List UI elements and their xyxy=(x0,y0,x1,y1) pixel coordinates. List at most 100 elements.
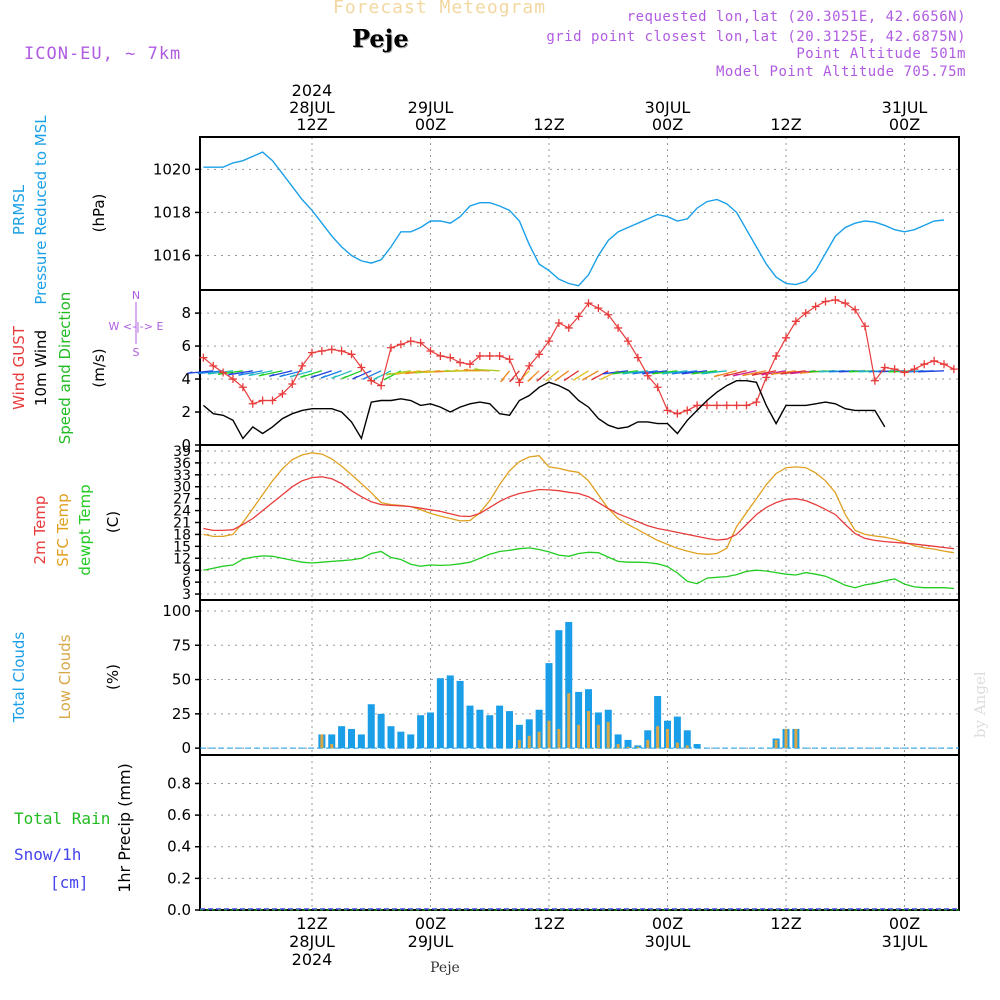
y-tick-label: 2 xyxy=(181,403,191,421)
gust-marker xyxy=(456,358,465,367)
total-cloud-bar xyxy=(486,715,494,749)
wind-arrow-head xyxy=(269,373,275,377)
chart-title: Forecast Meteogram xyxy=(333,0,547,18)
total-cloud-bar xyxy=(476,709,484,749)
low-cloud-bar xyxy=(557,728,561,749)
wind-direction-arrow xyxy=(652,370,678,375)
time-label-bottom: 2024 xyxy=(292,950,333,969)
total-cloud-bar xyxy=(575,691,583,749)
wind-arrow-head xyxy=(320,375,327,379)
time-label-bottom: 31JUL xyxy=(882,932,928,951)
gust-marker xyxy=(199,353,208,362)
ylabel-precip: 1hr Precip (mm) xyxy=(115,763,134,893)
y-tick-label: 18 xyxy=(173,527,191,543)
y-tick-label: 50 xyxy=(172,671,191,689)
wind-direction-arrow xyxy=(473,368,500,372)
wind-arrow-head xyxy=(414,371,420,374)
gust-marker xyxy=(446,353,455,362)
wind-direction-arrow xyxy=(671,370,698,375)
wind-arrow-head xyxy=(248,373,254,377)
wind-arrow-head xyxy=(888,370,894,373)
wind-arrow-head xyxy=(238,372,244,376)
wind-direction-arrow xyxy=(681,370,708,375)
gust-marker xyxy=(308,348,316,357)
compass-west-east: W <-|-> E xyxy=(109,320,164,333)
gust-marker xyxy=(742,401,751,410)
wind-direction-arrow xyxy=(622,370,648,375)
ylabel-c: (C) xyxy=(104,511,122,533)
wind-arrow-head xyxy=(310,374,316,379)
gust-marker xyxy=(367,376,376,385)
gust-marker xyxy=(693,401,702,410)
label-sfc-temp: SFC Temp xyxy=(54,493,72,566)
wind-arrow-head xyxy=(341,375,348,380)
wind-arrow-head xyxy=(671,371,677,375)
gust-marker xyxy=(703,401,711,410)
wind-arrow-head xyxy=(602,371,608,375)
label-dewpt-temp: dewpt Temp xyxy=(76,484,94,575)
wind-arrow-head xyxy=(829,370,834,373)
time-label-top: 29JUL xyxy=(408,98,454,117)
wind-arrow-head xyxy=(373,376,379,381)
total-cloud-bar xyxy=(644,730,652,749)
gust-marker xyxy=(278,389,287,398)
time-label-top: 28JUL xyxy=(289,98,335,117)
total-cloud-bar xyxy=(436,678,444,749)
gust-marker xyxy=(594,304,603,313)
ylabel-ms: (m/s) xyxy=(90,348,108,387)
gust-marker xyxy=(643,371,652,380)
time-label-top: 12Z xyxy=(533,115,564,134)
wind-direction-arrow xyxy=(662,370,688,375)
y-tick-label: 6 xyxy=(182,575,191,591)
gust-marker xyxy=(940,360,948,369)
label-snow-unit: [cm] xyxy=(50,873,89,892)
wind-arrow-head xyxy=(770,372,777,376)
location-title: Peje xyxy=(352,24,409,53)
wind-arrow-head xyxy=(331,375,337,379)
low-cloud-bar xyxy=(646,739,650,749)
wind-arrow-head xyxy=(509,377,515,383)
low-cloud-bar xyxy=(527,735,531,749)
total-cloud-bar xyxy=(446,675,454,749)
gust-marker xyxy=(377,381,386,390)
wind-arrow-head xyxy=(187,371,193,374)
low-cloud-bar xyxy=(666,728,669,749)
total-cloud-bar xyxy=(397,731,405,749)
gust-marker xyxy=(851,305,860,314)
low-cloud-bar xyxy=(320,734,324,749)
y-tick-label: 6 xyxy=(181,337,191,355)
gust-marker xyxy=(782,333,790,342)
gust-marker xyxy=(475,351,484,360)
low-cloud-bar xyxy=(567,693,571,749)
footer-location: Peje xyxy=(430,960,460,976)
time-label-bottom: 30JUL xyxy=(645,932,691,951)
y-tick-label: 33 xyxy=(173,468,191,484)
gust-marker xyxy=(801,309,810,318)
time-label-top: 2024 xyxy=(292,81,333,100)
gust-marker xyxy=(683,406,692,415)
total-cloud-bar xyxy=(328,734,336,749)
time-label-top: 12Z xyxy=(296,115,327,134)
label-pressure-msl: Pressure Reduced to MSL xyxy=(32,115,50,305)
gust-marker xyxy=(317,347,326,356)
wind-arrow-head xyxy=(713,374,720,378)
wind-arrow-head xyxy=(809,370,815,373)
wind-arrow-head xyxy=(207,371,214,375)
wind-arrow-head xyxy=(258,373,265,377)
wind-arrow-head xyxy=(612,371,618,375)
wind-arrow-head xyxy=(908,370,913,373)
total-cloud-bar xyxy=(545,663,553,749)
wind-arrow-head xyxy=(197,371,203,375)
gust-marker xyxy=(258,396,267,405)
y-tick-label: 25 xyxy=(172,705,191,723)
gust-marker xyxy=(466,360,474,369)
total-cloud-bar xyxy=(377,713,385,749)
gust-marker xyxy=(426,347,435,356)
label-2m-temp: 2m Temp xyxy=(31,496,49,565)
total-cloud-bar xyxy=(515,724,523,749)
wind-direction-arrow xyxy=(691,370,717,375)
y-tick-label: 8 xyxy=(181,304,191,322)
time-label-top: 30JUL xyxy=(645,98,691,117)
label-total-rain: Total Rain xyxy=(14,809,110,828)
wind-arrow-head xyxy=(622,371,628,375)
